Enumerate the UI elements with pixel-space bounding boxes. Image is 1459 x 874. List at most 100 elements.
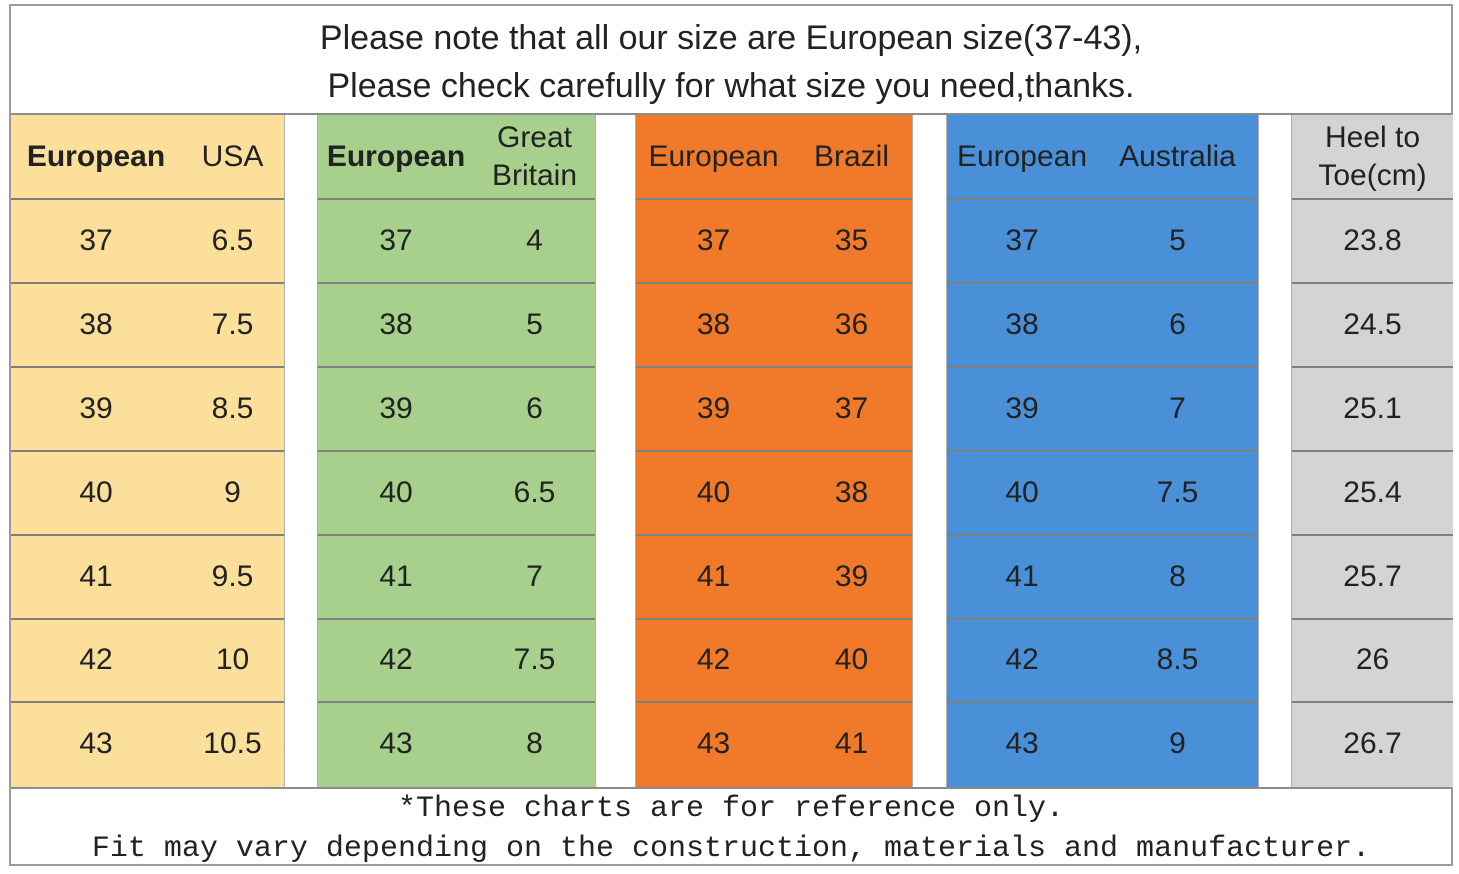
size-cell: 9.5: [211, 559, 254, 593]
size-cell: 35: [834, 223, 869, 257]
row-divider: [947, 281, 1258, 284]
row-divider: [636, 701, 912, 704]
column-separator: [1258, 115, 1292, 787]
size-cell: 23.8: [1343, 223, 1402, 257]
size-cell: 43: [1005, 727, 1039, 761]
footnote-line-2: Fit may vary depending on the constructi…: [91, 832, 1371, 866]
size-cell: 39: [79, 391, 113, 425]
size-cell: 8.5: [211, 391, 254, 425]
row-divider: [318, 701, 595, 704]
size-cell: 4: [526, 223, 543, 257]
size-cell: 40: [834, 643, 869, 677]
row-divider: [11, 365, 284, 368]
row-divider: [636, 281, 912, 284]
size-cell: 40: [696, 475, 731, 509]
size-cell: 38: [1005, 307, 1039, 341]
row-divider: [947, 449, 1258, 452]
row-divider: [947, 198, 1258, 200]
size-cell: 38: [834, 475, 869, 509]
row-divider: [318, 449, 595, 452]
row-divider: [947, 701, 1258, 704]
size-table-australia: European Australia 37 5 38 6 39 7 40 7.5 41 8 42 8.5 4…: [947, 115, 1258, 787]
row-divider: [636, 198, 912, 200]
header-cell: Australia: [1119, 140, 1236, 173]
header-cell: European: [326, 140, 466, 173]
size-cell: 42: [696, 643, 731, 677]
size-cell: 6.5: [211, 223, 254, 257]
row-divider: [947, 533, 1258, 536]
footnote: *These charts are for reference only. Fi…: [11, 789, 1451, 866]
row-divider: [636, 449, 912, 452]
size-cell: 37: [834, 391, 869, 425]
header-cell: Great Britain: [491, 121, 578, 192]
row-divider: [1292, 365, 1453, 368]
row-divider: [11, 449, 284, 452]
size-cell: 10.5: [203, 727, 262, 761]
size-cell: 40: [79, 475, 113, 509]
size-cell: 25.4: [1343, 475, 1402, 509]
size-cell: 6: [526, 391, 543, 425]
size-cell: 8: [526, 727, 543, 761]
header-cell: USA: [201, 140, 264, 173]
size-cell: 24.5: [1343, 307, 1402, 341]
size-cell: 43: [379, 727, 413, 761]
header-cell: Brazil: [813, 140, 889, 173]
row-divider: [1292, 281, 1453, 284]
notice-line-1: Please note that all our size are Europe…: [319, 19, 1143, 57]
size-cell: 41: [379, 559, 413, 593]
size-cell: 10: [215, 643, 250, 677]
size-cell: 7.5: [211, 307, 254, 341]
size-cell: 26: [1355, 643, 1390, 677]
footnote-line-1: *These charts are for reference only.: [397, 792, 1065, 826]
size-cell: 7: [1169, 391, 1186, 425]
size-grid: European USA 37 6.5 38 7.5 39 8.5 40 9 41 9.5 42 10 43…: [11, 113, 1453, 789]
row-divider: [318, 365, 595, 368]
row-divider: [318, 281, 595, 284]
size-cell: 41: [696, 559, 731, 593]
size-cell: 41: [1005, 559, 1039, 593]
size-cell: 6: [1169, 307, 1186, 341]
size-cell: 40: [379, 475, 413, 509]
size-table-usa: European USA 37 6.5 38 7.5 39 8.5 40 9 41 9.5 42 10 43…: [11, 115, 284, 787]
size-cell: 36: [834, 307, 869, 341]
row-divider: [1292, 617, 1453, 620]
size-cell: 8.5: [1156, 643, 1199, 677]
size-cell: 42: [1005, 643, 1039, 677]
size-cell: 42: [79, 643, 113, 677]
size-table-brazil: European Brazil 37 35 38 36 39 37 40 38 41 39 42 40 43…: [636, 115, 912, 787]
row-divider: [1292, 533, 1453, 536]
size-cell: 9: [1169, 727, 1186, 761]
size-cell: 38: [696, 307, 731, 341]
row-divider: [11, 533, 284, 536]
size-cell: 9: [224, 475, 241, 509]
column-separator: [595, 115, 636, 787]
size-cell: 39: [696, 391, 731, 425]
size-chart: Please note that all our size are Europe…: [9, 4, 1453, 866]
size-cell: 37: [379, 223, 413, 257]
row-divider: [318, 533, 595, 536]
row-divider: [11, 198, 284, 200]
size-cell: 38: [379, 307, 413, 341]
size-table-heel: Heel to Toe(cm) 23.8 24.5 25.1 25.4 25.7 26 26.…: [1292, 115, 1453, 787]
size-cell: 39: [834, 559, 869, 593]
size-cell: 37: [696, 223, 731, 257]
column-separator: [284, 115, 318, 787]
size-cell: 43: [696, 727, 731, 761]
size-notice: Please note that all our size are Europe…: [11, 6, 1451, 113]
size-cell: 26.7: [1343, 727, 1402, 761]
header-cell: European: [956, 140, 1088, 173]
row-divider: [11, 701, 284, 704]
row-divider: [11, 617, 284, 620]
row-divider: [947, 365, 1258, 368]
size-cell: 41: [834, 727, 869, 761]
row-divider: [318, 617, 595, 620]
row-divider: [1292, 701, 1453, 704]
size-cell: 6.5: [513, 475, 556, 509]
size-cell: 39: [1005, 391, 1039, 425]
size-cell: 40: [1005, 475, 1039, 509]
row-divider: [318, 198, 595, 200]
column-separator: [912, 115, 947, 787]
size-cell: 43: [79, 727, 113, 761]
row-divider: [11, 281, 284, 284]
notice-line-2: Please check carefully for what size you…: [327, 67, 1135, 105]
